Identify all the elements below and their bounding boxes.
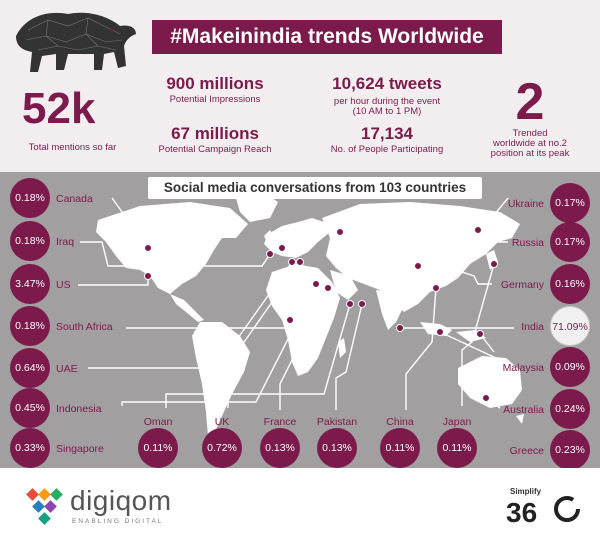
rank-label-2: worldwide at no.2 <box>493 138 567 149</box>
world-map <box>78 194 524 436</box>
reach-label: Potential Campaign Reach <box>158 144 272 155</box>
simplify360-number: 36 <box>506 497 538 528</box>
stats-panel: #Makeinindia trends Worldwide 52k Total … <box>0 0 600 172</box>
digiqom-tagline: ENABLING DIGITAL <box>72 518 164 525</box>
country-value-south-africa: 0.18% <box>10 306 50 346</box>
map-continents <box>96 194 524 436</box>
country-name-uk: UK <box>214 416 230 428</box>
rank-label-1: Trended <box>512 128 548 139</box>
country-name-japan: Japan <box>442 416 472 428</box>
people-label: No. of People Participating <box>330 144 444 155</box>
country-name-france: France <box>263 416 297 428</box>
page-title: #Makeinindia trends Worldwide <box>152 20 502 54</box>
country-value-japan: 0.11% <box>437 428 477 468</box>
country-value-oman: 0.11% <box>138 428 178 468</box>
country-value-india: 71.09% <box>550 306 590 346</box>
country-name-uae: UAE <box>56 363 78 375</box>
country-value-us: 3.47% <box>10 264 50 304</box>
country-name-pakistan: Pakistan <box>316 416 358 428</box>
country-value-indonesia: 0.45% <box>10 388 50 428</box>
tweets-label-2: (10 AM to 1 PM) <box>352 106 422 117</box>
tweets-value: 10,624 tweets <box>332 74 442 93</box>
tweets-label-1: per hour during the event <box>333 96 441 107</box>
country-value-france: 0.13% <box>260 428 300 468</box>
digiqom-logo-icon <box>26 488 63 525</box>
country-name-singapore: Singapore <box>56 443 104 455</box>
country-value-uae: 0.64% <box>10 348 50 388</box>
country-name-greece: Greece <box>509 445 544 457</box>
mentions-label: Total mentions so far <box>28 142 117 153</box>
location-dots <box>144 226 498 402</box>
country-value-malaysia: 0.09% <box>550 347 590 387</box>
country-value-ukraine: 0.17% <box>550 183 590 223</box>
simplify360-label: Simplify <box>510 487 542 496</box>
country-value-greece: 0.23% <box>550 430 590 470</box>
make-in-india-lion-logo <box>16 12 136 72</box>
digiqom-name: digiqom <box>70 485 172 516</box>
country-name-indonesia: Indonesia <box>56 403 102 415</box>
country-value-germany: 0.16% <box>550 264 590 304</box>
country-name-us: US <box>56 279 71 291</box>
country-name-canada: Canada <box>56 193 93 205</box>
country-name-australia: Australia <box>503 404 544 416</box>
country-name-germany: Germany <box>500 279 544 291</box>
rank-label-3: position at its peak <box>490 148 570 159</box>
rank-value: 2 <box>515 73 545 131</box>
country-name-oman: Oman <box>143 416 173 428</box>
country-name-iraq: Iraq <box>56 236 75 248</box>
country-name-china: China <box>386 416 414 428</box>
country-value-uk: 0.72% <box>202 428 242 468</box>
country-value-australia: 0.24% <box>550 389 590 429</box>
people-value: 17,134 <box>361 124 413 143</box>
reach-value: 67 millions <box>171 124 259 143</box>
simplify360-ring-icon <box>554 496 580 522</box>
country-value-canada: 0.18% <box>10 178 50 218</box>
country-name-ukraine: Ukraine <box>507 198 544 210</box>
country-name-india: India <box>521 321 544 333</box>
country-name-south-africa: South Africa <box>56 321 113 333</box>
country-value-china: 0.11% <box>380 428 420 468</box>
country-value-russia: 0.17% <box>550 222 590 262</box>
country-value-iraq: 0.18% <box>10 221 50 261</box>
mentions-value: 52k <box>22 84 96 133</box>
impressions-value: 900 millions <box>166 74 264 93</box>
country-value-singapore: 0.33% <box>10 428 50 468</box>
impressions-label: Potential Impressions <box>169 94 261 105</box>
country-name-malaysia: Malaysia <box>502 362 544 374</box>
country-name-russia: Russia <box>511 237 544 249</box>
footer <box>0 468 600 540</box>
country-value-pakistan: 0.13% <box>317 428 357 468</box>
map-title: Social media conversations from 103 coun… <box>148 177 482 199</box>
